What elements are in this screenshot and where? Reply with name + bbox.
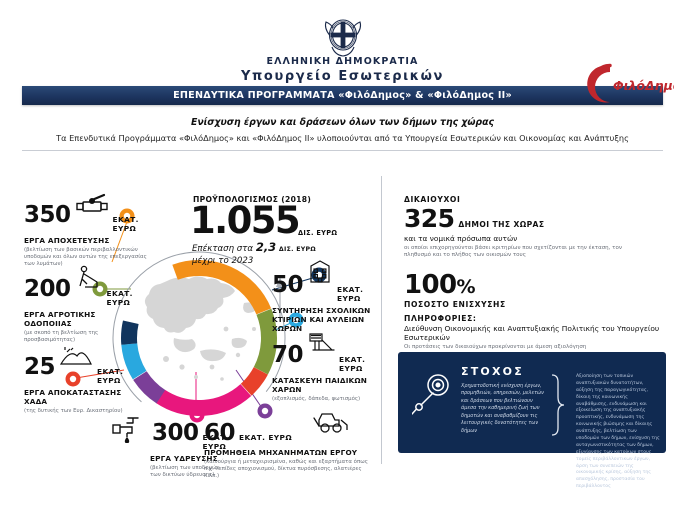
item-description: (της δυτικής των Ευρ. Δικαστηρίου): [24, 407, 123, 414]
item-unit: ΕΚΑΤ. ΕΥΡΩ: [97, 367, 124, 385]
program-title-band: ΕΠΕΝΔΥΤΙΚΑ ΠΡΟΓΡΑΜΜΑΤΑ «ΦιλόΔημος» & «Φι…: [22, 86, 663, 105]
budget-extension: Επέκταση στα 2,3 ΔΙΣ. ΕΥΡΩ μέχρι το 2023: [192, 240, 316, 267]
roadworks-icon: [75, 265, 103, 293]
header-divider: [22, 150, 663, 151]
item-amount: 300: [152, 420, 199, 446]
budget-amount: 1.055: [190, 199, 301, 242]
program-title-text: ΕΠΕΝΔΥΤΙΚΑ ΠΡΟΓΡΑΜΜΑΤΑ «ΦιλόΔημος» & «Φι…: [173, 90, 512, 101]
item-amount-row: 200 ΕΚΑΤ. ΕΥΡΩ: [24, 265, 144, 307]
budget-donut-chart: [104, 243, 294, 433]
beneficiaries-block: ΔΙΚΑΙΟΥΧΟΙ 325 ΔΗΜΟΙ ΤΗΣ ΧΩΡΑΣ και τα νο…: [404, 195, 654, 260]
budget-unit: ΔΙΣ. ΕΥΡΩ: [298, 229, 338, 237]
info-line: Διεύθυνση Οικονομικής και Αναπτυξιακής Π…: [404, 324, 660, 342]
item-title: ΕΡΓΑ ΑΠΟΧΕΤΕΥΣΗΣ: [24, 236, 110, 245]
budget-label: ΠΡΟΫΠΟΛΟΓΙΣΜΟΣ (2018): [193, 195, 312, 204]
subtitle-secondary: Τα Επενδυτικά Προγράμματα «ΦιλόΔημος» κα…: [56, 133, 629, 143]
valve-pipe-icon: [75, 192, 109, 220]
item-rural-roads: 200 ΕΚΑΤ. ΕΥΡΩ ΕΡΓΑ ΑΓΡΟΤΙΚΗΣ ΟΔΟΠΟΙΙΑΣ …: [24, 265, 144, 344]
item-unit: ΕΚΑΤ. ΕΥΡΩ: [112, 215, 139, 233]
item-sewage-works: 350 ΕΚΑΤ. ΕΥΡΩ ΕΡΓΑ ΑΠΟΧΕΤΕΥΣΗΣ (βελτίωσ…: [24, 193, 152, 268]
svg-text:ΦιλόΔημος: ΦιλόΔημος: [613, 78, 674, 93]
funding-label: ΠΟΣΟΣΤΟ ΕΝΙΣΧΥΣΗΣ: [404, 300, 506, 309]
beneficiaries-number: 325: [404, 204, 455, 233]
bulldozer-icon: [310, 408, 350, 438]
item-title: ΚΑΤΑΣΚΕΥΗ ΠΑΙΔΙΚΩΝ ΧΑΡΩΝ: [272, 376, 367, 395]
funding-percent: %: [456, 276, 475, 298]
filodimos-logo-icon: ΦιλόΔημος: [566, 60, 685, 108]
extension-unit: ΔΙΣ. ΕΥΡΩ: [278, 246, 316, 253]
goal-left-text: Χρηματοδοτική ενίσχυση έργων, προμηθειών…: [461, 383, 544, 434]
goal-panel: ΣΤΟΧΟΣ Χρηματοδοτική ενίσχυση έργων, προ…: [398, 352, 666, 489]
school-building-icon: [307, 259, 333, 287]
section-divider: [381, 176, 382, 464]
item-title: ΕΡΓΑ ΑΠΟΚΑΤΑΣΤΑΣΗΣ ΧΑΔΑ: [24, 388, 122, 407]
item-title: ΠΡΟΜΗΘΕΙΑ ΜΗΧΑΝΗΜΑΤΩΝ ΕΡΓΟΥ: [204, 448, 358, 457]
item-amount-row: 50 ΕΚΑΤ. ΕΥΡΩ: [272, 260, 378, 303]
item-amount: 25: [24, 354, 56, 380]
item-amount-row: 350 ΕΚΑΤ. ΕΥΡΩ: [24, 193, 152, 233]
item-school-maintenance: 50 ΕΚΑΤ. ΕΥΡΩ ΣΥΝΤΗΡΗΣΗ ΣΧΟΛΙΚΩΝ ΚΤΙΡΙΩΝ…: [272, 260, 378, 335]
item-amount: 70: [272, 342, 304, 368]
item-machinery-supply: 60 ΕΚΑΤ. ΕΥΡΩ ΠΡΟΜΗΘΕΙΑ ΜΗΧΑΝΗΜΑΤΩΝ ΕΡΓΟ…: [204, 413, 372, 480]
extension-amount: 2,3: [255, 240, 277, 254]
extension-until: μέχρι το 2023: [192, 255, 254, 266]
item-unit: ΕΚΑΤ. ΕΥΡΩ: [239, 433, 293, 442]
target-pin-icon: [411, 372, 454, 422]
funding-number-row: 100 %: [404, 272, 660, 298]
playground-slide-icon: [307, 331, 335, 357]
item-unit: ΕΚΑΤ. ΕΥΡΩ: [106, 289, 133, 307]
item-description: (με σκοπό τη βελτίωση της προσβασιμότητα…: [24, 329, 99, 343]
item-description: (εξοπλισμός, δάπεδα, φωτισμός): [272, 395, 361, 402]
beneficiaries-unit: ΔΗΜΟΙ ΤΗΣ ΧΩΡΑΣ: [458, 220, 545, 229]
item-title: ΣΥΝΤΗΡΗΣΗ ΣΧΟΛΙΚΩΝ ΚΤΙΡΙΩΝ ΚΑΙ ΑΥΛΕΙΩΝ Χ…: [272, 306, 371, 334]
faucet-water-icon: [110, 415, 144, 447]
beneficiaries-subtitle: και τα νομικά πρόσωπα αυτών: [404, 234, 518, 243]
item-description: (καινούργια ή μεταχειρισμένα, καθώς και …: [204, 458, 368, 479]
item-amount: 50: [272, 272, 304, 298]
goal-title: ΣΤΟΧΟΣ: [461, 365, 524, 378]
nation-title: ΕΛΛΗΝΙΚΗ ΔΗΜΟΚΡΑΤΙΑ: [266, 56, 419, 67]
ministry-title: Υπουργείο Εσωτερικών: [241, 69, 444, 84]
item-amount-row: 300 ΕΚΑΤ. ΕΥΡΩ: [110, 412, 228, 451]
item-amount-row: 60 ΕΚΑΤ. ΕΥΡΩ: [204, 413, 372, 446]
item-amount: 350: [24, 202, 71, 228]
item-title: ΕΡΓΑ ΥΔΡΕΥΣΗΣ: [150, 454, 218, 463]
item-amount-row: 25 ΕΚΑΤ. ΕΥΡΩ: [24, 347, 146, 385]
item-description: (βελτίωση των υποδομών των δικτύων ύδρευ…: [150, 464, 220, 478]
brace-icon: [550, 374, 566, 436]
greek-coat-of-arms-icon: [322, 14, 364, 58]
item-amount: 60: [204, 420, 236, 446]
info-label: ΠΛΗΡΟΦΟΡΙΕΣ:: [404, 314, 477, 323]
item-unit: ΕΚΑΤ. ΕΥΡΩ: [339, 355, 366, 373]
greece-map-shape: [144, 276, 258, 381]
funding-fineprint: Οι προτάσεις των δικαιούχων προκρίνονται…: [404, 344, 587, 350]
item-landfill-restoration: 25 ΕΚΑΤ. ΕΥΡΩ ΕΡΓΑ ΑΠΟΚΑΤΑΣΤΑΣΗΣ ΧΑΔΑ (τ…: [24, 347, 146, 415]
beneficiaries-label: ΔΙΚΑΙΟΥΧΟΙ: [404, 195, 461, 204]
funding-block: 100 % ΠΟΣΟΣΤΟ ΕΝΙΣΧΥΣΗΣ ΠΛΗΡΟΦΟΡΙΕΣ: Διε…: [404, 272, 660, 351]
goal-right-text: Αξιοποίηση των τοπικών αναπτυξιακών δυνα…: [576, 374, 660, 490]
extension-prefix: Επέκταση στα: [192, 244, 254, 254]
item-title: ΕΡΓΑ ΑΓΡΟΤΙΚΗΣ ΟΔΟΠΟΙΙΑΣ: [24, 310, 96, 329]
beneficiaries-fineprint: οι οποίοι επιχορηγούνται βάσει κριτηρίων…: [404, 245, 622, 259]
beneficiaries-number-row: 325 ΔΗΜΟΙ ΤΗΣ ΧΩΡΑΣ: [404, 206, 654, 231]
item-amount-row: 70 ΕΚΑΤ. ΕΥΡΩ: [272, 333, 378, 373]
landfill-hill-icon: [59, 344, 93, 370]
item-unit: ΕΚΑΤ. ΕΥΡΩ: [337, 285, 364, 303]
item-playgrounds: 70 ΕΚΑΤ. ΕΥΡΩ ΚΑΤΑΣΚΕΥΗ ΠΑΙΔΙΚΩΝ ΧΑΡΩΝ (…: [272, 333, 378, 403]
item-unit: ΕΚΑΤ. ΕΥΡΩ: [202, 433, 229, 451]
item-water-supply: 300 ΕΚΑΤ. ΕΥΡΩ ΕΡΓΑ ΥΔΡΕΥΣΗΣ (βελτίωση τ…: [110, 412, 228, 479]
subtitle-primary: Ενίσχυση έργων και δράσεων όλων των δήμω…: [190, 117, 494, 128]
funding-number: 100: [404, 270, 457, 300]
item-description: (βελτίωση των βασικών περιβαλλοντικών υπ…: [24, 246, 147, 267]
item-amount: 200: [24, 276, 71, 302]
